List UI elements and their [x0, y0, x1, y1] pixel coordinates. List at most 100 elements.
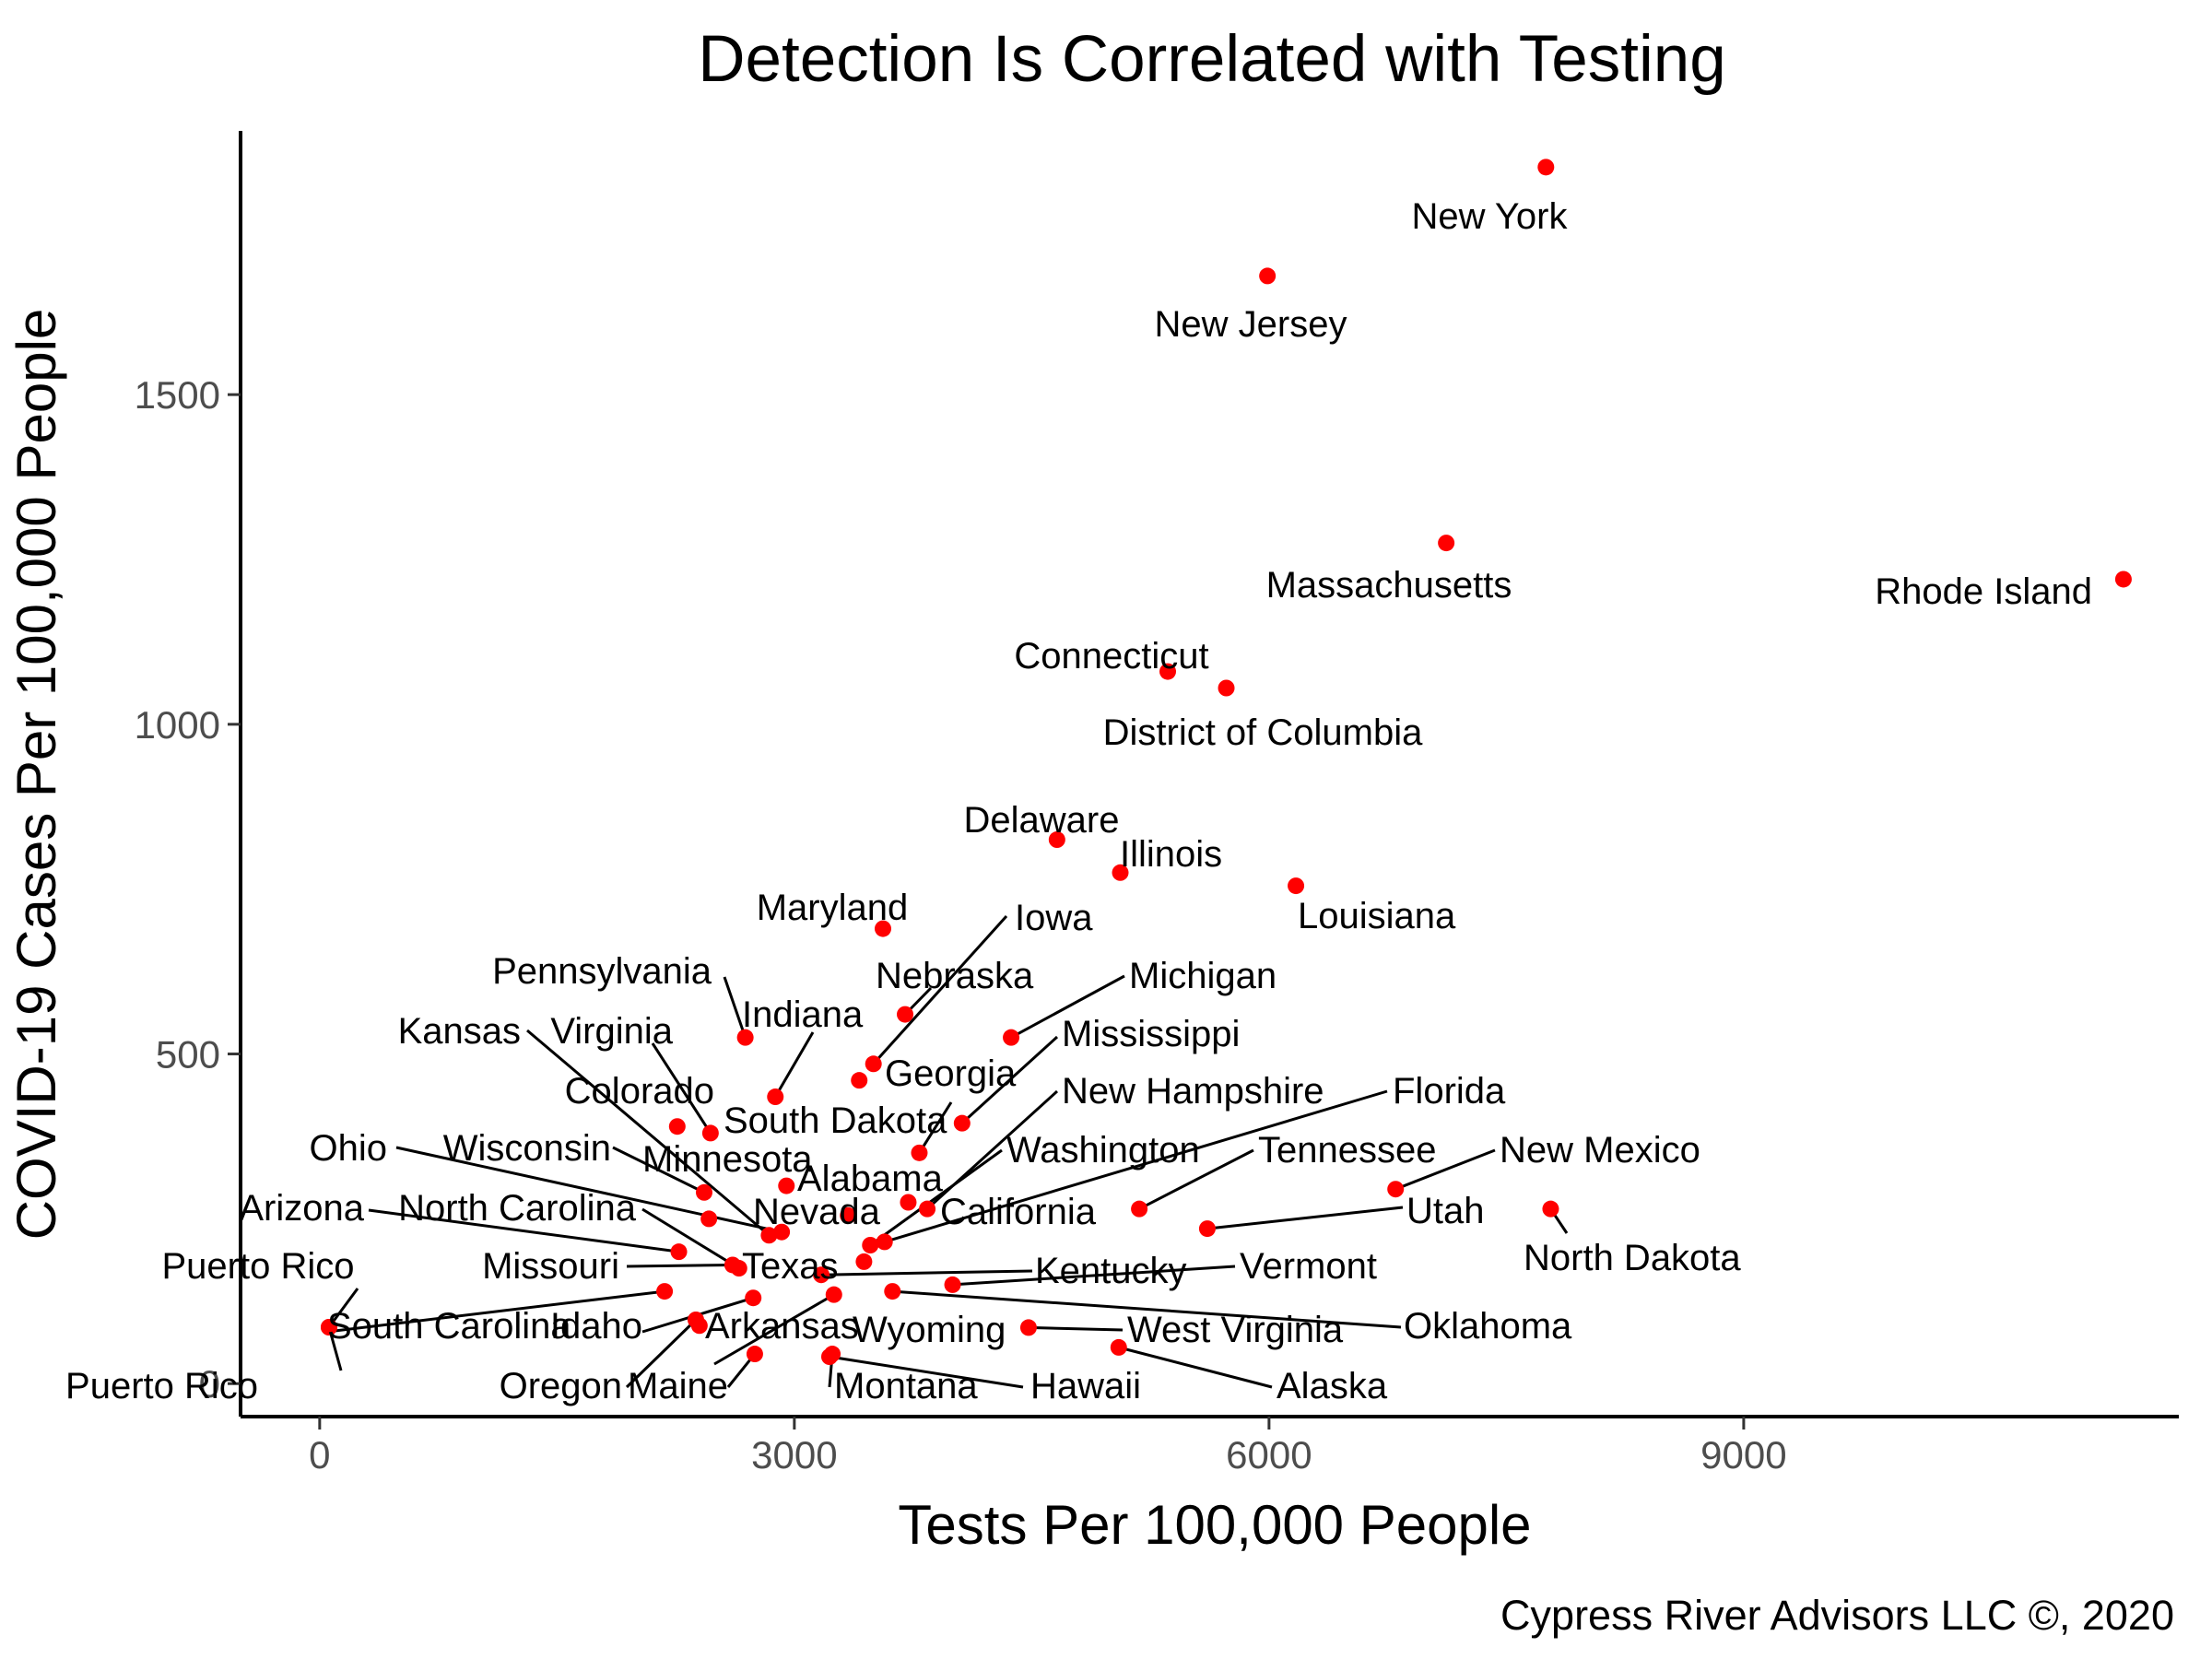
point-label-illinois: Illinois: [1120, 834, 1222, 875]
point-label-puerto-rico-2: Puerto Rico: [65, 1366, 258, 1406]
point-label-colorado: Colorado: [565, 1071, 714, 1112]
point-label-new-jersey: New Jersey: [1155, 304, 1347, 345]
x-tick-label: 3000: [751, 1433, 837, 1477]
leader-line-iowa: [872, 914, 1008, 1065]
point-oklahoma: [884, 1283, 901, 1300]
point-label-north-carolina: North Carolina: [398, 1188, 637, 1229]
leader-line-new-mexico: [1394, 1148, 1496, 1191]
leader-line-kansas: [526, 1029, 771, 1237]
leader-line-pennsylvania: [723, 976, 747, 1039]
point-puerto-rico-2: [321, 1319, 337, 1335]
leader-line-north-carolina: [641, 1207, 740, 1270]
point-label-california: California: [940, 1192, 1097, 1232]
point-michigan: [1003, 1029, 1020, 1046]
point-label-vermont: Vermont: [1240, 1246, 1377, 1287]
point-missouri: [724, 1256, 741, 1274]
point-north-dakota: [1542, 1200, 1559, 1218]
leader-line-south-dakota: [918, 1101, 953, 1154]
point-label-west-virginia: West Virginia: [1127, 1310, 1344, 1350]
leader-line-tennessee: [1138, 1148, 1254, 1210]
point-idaho: [745, 1289, 762, 1307]
leader-line-oklahoma: [892, 1289, 1402, 1329]
point-label-south-dakota: South Dakota: [724, 1100, 947, 1141]
point-massachusetts: [1438, 535, 1455, 552]
point-label-pennsylvania: Pennsylvania: [492, 951, 712, 992]
leader-line-florida: [884, 1089, 1388, 1243]
point-label-nevada: Nevada: [753, 1192, 881, 1232]
point-label-louisiana: Louisiana: [1298, 896, 1456, 936]
point-label-montana: Montana: [834, 1366, 978, 1406]
point-label-missouri: Missouri: [482, 1246, 619, 1287]
point-kentucky: [813, 1266, 830, 1284]
point-label-kansas: Kansas: [398, 1011, 521, 1052]
leader-line-hawaii: [829, 1355, 1024, 1389]
x-tick-label: 0: [309, 1433, 330, 1477]
point-connecticut: [1159, 663, 1177, 680]
point-oregon: [688, 1312, 704, 1328]
x-tick-label: 6000: [1226, 1433, 1312, 1477]
point-label-kentucky: Kentucky: [1035, 1251, 1187, 1291]
leader-line-missouri: [626, 1263, 733, 1268]
point-arkansas: [825, 1286, 842, 1303]
point-label-nebraska: Nebraska: [876, 956, 1034, 996]
point-label-arizona: Arizona: [239, 1188, 364, 1229]
point-louisiana: [1288, 877, 1305, 895]
point-vermont: [944, 1276, 961, 1293]
point-label-texas: Texas: [742, 1246, 839, 1287]
point-ohio: [773, 1223, 791, 1241]
point-south-dakota: [911, 1144, 928, 1161]
point-label-mississippi: Mississippi: [1062, 1014, 1240, 1054]
x-tick-label: 9000: [1700, 1433, 1786, 1477]
point-label-iowa: Iowa: [1015, 898, 1093, 938]
point-label-new-york: New York: [1412, 196, 1569, 237]
leader-line-oregon: [625, 1318, 698, 1389]
point-label-puerto-rico: Puerto Rico: [162, 1246, 355, 1287]
leader-line-ohio: [395, 1146, 782, 1234]
point-georgia: [851, 1072, 868, 1089]
point-label-virginia: Virginia: [550, 1011, 673, 1052]
point-rhode-island: [2114, 571, 2132, 588]
x-axis-title: Tests Per 100,000 People: [898, 1494, 1531, 1556]
point-label-new-hampshire: New Hampshire: [1062, 1071, 1324, 1112]
point-alabama: [778, 1177, 795, 1194]
point-label-michigan: Michigan: [1129, 956, 1277, 996]
point-mississippi: [953, 1114, 971, 1132]
point-nebraska: [897, 1006, 914, 1023]
point-virginia: [701, 1124, 719, 1142]
point-label-oregon: Oregon: [500, 1366, 622, 1406]
point-label-indiana: Indiana: [742, 994, 864, 1035]
point-arizona: [670, 1243, 688, 1261]
point-label-maryland: Maryland: [757, 888, 909, 928]
point-florida: [876, 1233, 893, 1251]
leader-line-indiana: [773, 1031, 815, 1098]
y-tick-label: 1000: [135, 703, 220, 747]
y-tick-label: 0: [199, 1362, 220, 1406]
point-new-jersey: [1259, 267, 1277, 285]
y-axis-title: COVID-19 Cases Per 100,000 People: [6, 309, 67, 1241]
point-nevada: [840, 1206, 857, 1224]
leader-line-alaska: [1118, 1346, 1273, 1389]
point-label-arkansas: Arkansas: [705, 1306, 859, 1347]
leader-line-south-carolina: [326, 1289, 665, 1334]
point-new-hampshire: [919, 1200, 936, 1218]
point-label-north-dakota: North Dakota: [1524, 1238, 1741, 1278]
point-label-oklahoma: Oklahoma: [1404, 1306, 1572, 1347]
leader-line-virginia: [651, 1042, 712, 1135]
point-kansas: [760, 1227, 778, 1244]
point-label-utah: Utah: [1406, 1191, 1485, 1231]
point-wisconsin: [696, 1183, 713, 1201]
leader-line-utah: [1206, 1206, 1404, 1230]
point-delaware: [1048, 831, 1065, 849]
point-california: [900, 1194, 917, 1211]
point-label-wyoming: Wyoming: [853, 1310, 1006, 1350]
point-label-wisconsin: Wisconsin: [443, 1128, 611, 1169]
point-label-idaho: Idaho: [550, 1306, 642, 1347]
leader-line-west-virginia: [1028, 1325, 1124, 1332]
leader-line-kentucky: [821, 1269, 1033, 1277]
y-axis-ticks: 0 500 1000 1500: [135, 373, 241, 1406]
point-label-new-mexico: New Mexico: [1500, 1130, 1700, 1171]
point-label-rhode-island: Rhode Island: [1875, 571, 2092, 612]
leader-line-mississippi: [960, 1035, 1059, 1124]
y-tick-label: 500: [156, 1033, 220, 1077]
point-label-tennessee: Tennessee: [1258, 1130, 1436, 1171]
